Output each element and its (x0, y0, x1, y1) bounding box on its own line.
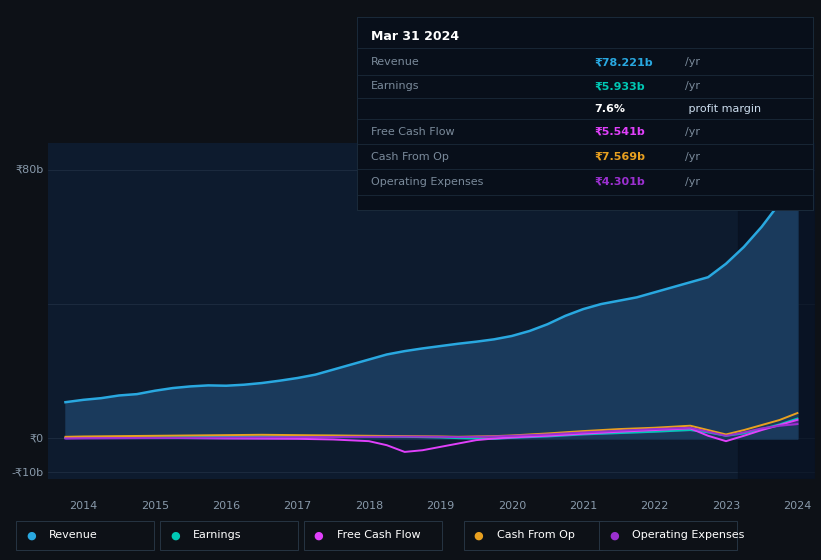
Text: /yr: /yr (686, 127, 700, 137)
Text: Free Cash Flow: Free Cash Flow (337, 530, 420, 540)
Text: ₹5.541b: ₹5.541b (594, 127, 644, 137)
Text: Mar 31 2024: Mar 31 2024 (371, 30, 459, 43)
Text: Earnings: Earnings (193, 530, 241, 540)
Text: 2022: 2022 (640, 501, 669, 511)
Text: Free Cash Flow: Free Cash Flow (371, 127, 455, 137)
Text: Revenue: Revenue (371, 57, 420, 67)
Text: 2021: 2021 (569, 501, 598, 511)
Text: Operating Expenses: Operating Expenses (632, 530, 745, 540)
Text: Earnings: Earnings (371, 81, 420, 91)
Text: ₹7.569b: ₹7.569b (594, 152, 645, 162)
Text: 2020: 2020 (498, 501, 526, 511)
Text: profit margin: profit margin (686, 104, 761, 114)
Text: /yr: /yr (686, 81, 700, 91)
Text: ₹78.221b: ₹78.221b (594, 57, 653, 67)
Text: 2016: 2016 (212, 501, 241, 511)
Text: ●: ● (26, 530, 36, 540)
Text: ₹5.933b: ₹5.933b (594, 81, 644, 91)
Text: ₹4.301b: ₹4.301b (594, 177, 644, 187)
Text: ₹0: ₹0 (30, 433, 44, 444)
Text: -₹10b: -₹10b (11, 467, 44, 477)
Text: ●: ● (609, 530, 619, 540)
Text: ●: ● (474, 530, 484, 540)
Text: Revenue: Revenue (49, 530, 98, 540)
Text: 2017: 2017 (283, 501, 312, 511)
Text: 2023: 2023 (712, 501, 740, 511)
Text: 2014: 2014 (69, 501, 98, 511)
Text: ₹80b: ₹80b (16, 165, 44, 175)
Text: Cash From Op: Cash From Op (497, 530, 575, 540)
Text: ●: ● (170, 530, 180, 540)
Text: /yr: /yr (686, 177, 700, 187)
Text: Operating Expenses: Operating Expenses (371, 177, 484, 187)
Text: 2018: 2018 (355, 501, 383, 511)
Text: ●: ● (314, 530, 323, 540)
Bar (738, 143, 815, 479)
Text: /yr: /yr (686, 152, 700, 162)
Text: 2024: 2024 (783, 501, 812, 511)
Text: Cash From Op: Cash From Op (371, 152, 449, 162)
Text: /yr: /yr (686, 57, 700, 67)
Text: 2015: 2015 (140, 501, 169, 511)
Text: 7.6%: 7.6% (594, 104, 625, 114)
Text: 2019: 2019 (426, 501, 455, 511)
